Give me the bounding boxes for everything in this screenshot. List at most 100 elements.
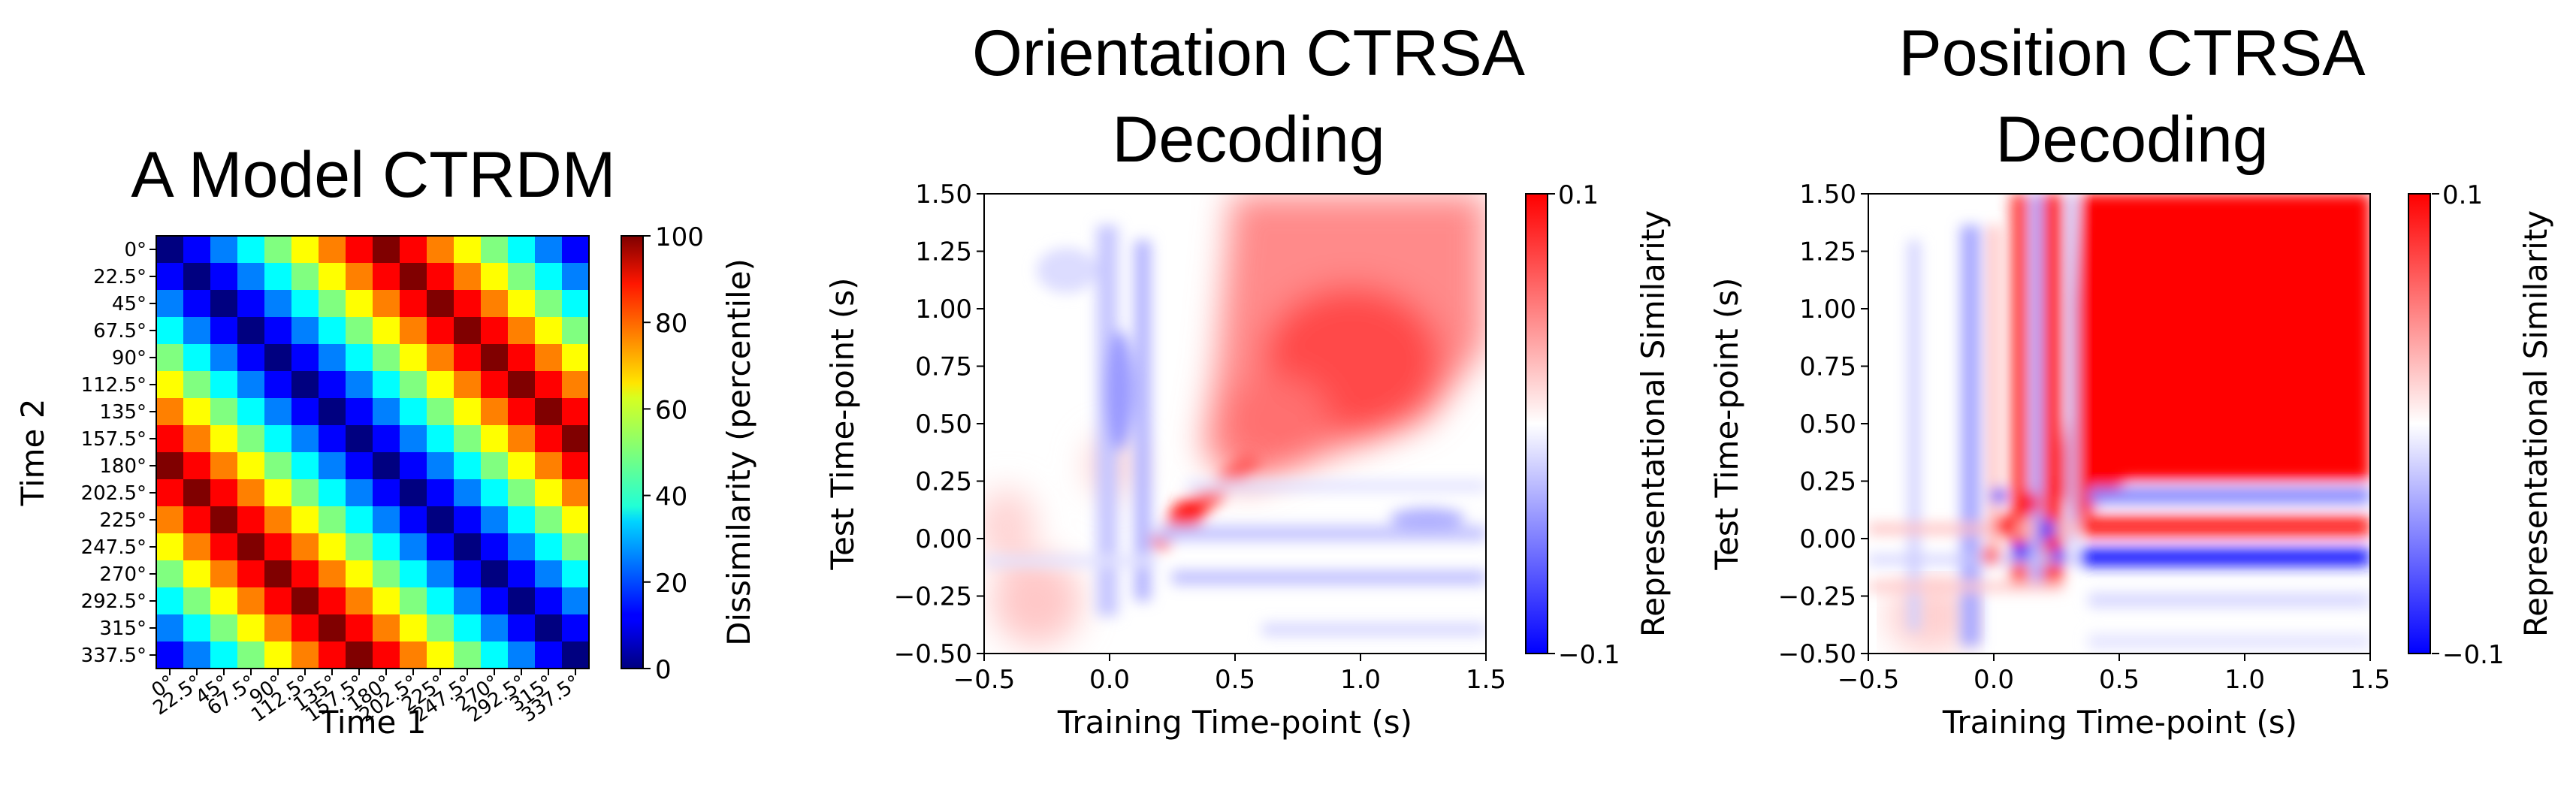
heatmap-cell bbox=[156, 614, 184, 642]
y-tick-label: 0° bbox=[124, 239, 146, 261]
heatmap-cell bbox=[373, 344, 400, 372]
heatmap-cell bbox=[373, 290, 400, 318]
heatmap-cell bbox=[400, 614, 427, 642]
heatmap-cell bbox=[237, 506, 265, 534]
heatmap-cell bbox=[427, 236, 454, 264]
chart-title: A Model CTRDM bbox=[131, 139, 615, 211]
heatmap-cell bbox=[373, 398, 400, 426]
heatmap-cell bbox=[535, 641, 563, 669]
heatmap-cell bbox=[400, 317, 427, 345]
heatmap-cell bbox=[481, 263, 509, 291]
heatmap-cell bbox=[346, 641, 373, 669]
heatmap-cell bbox=[562, 263, 590, 291]
heatmap-cell bbox=[454, 344, 482, 372]
heatmap-cell bbox=[562, 236, 590, 264]
heatmap-cell bbox=[156, 560, 184, 588]
heatmap-cell bbox=[319, 263, 346, 291]
heatmap-cell bbox=[346, 452, 373, 480]
heatmap-cell bbox=[400, 641, 427, 669]
heatmap-cell bbox=[373, 506, 400, 534]
heatmap-cell bbox=[454, 506, 482, 534]
heatmap-cell bbox=[400, 290, 427, 318]
heatmap-image bbox=[1868, 194, 2370, 654]
heatmap-cell bbox=[373, 641, 400, 669]
heatmap-cell bbox=[373, 479, 400, 507]
heatmap-cell bbox=[210, 452, 238, 480]
heatmap-cell bbox=[508, 236, 536, 264]
heatmap-cell bbox=[454, 641, 482, 669]
heatmap-cell bbox=[183, 614, 211, 642]
heatmap-cell bbox=[319, 425, 346, 453]
heatmap-cell bbox=[481, 533, 509, 561]
heatmap-cell bbox=[346, 317, 373, 345]
heatmap-cell bbox=[156, 344, 184, 372]
heatmap-cell bbox=[373, 263, 400, 291]
heatmap-cell bbox=[427, 317, 454, 345]
heatmap-cell bbox=[291, 263, 319, 291]
heatmap-cell bbox=[319, 641, 346, 669]
y-tick-label: 1.50 bbox=[1799, 180, 1856, 210]
heatmap-cell bbox=[210, 263, 238, 291]
heatmap-cell bbox=[210, 533, 238, 561]
heatmap-cell bbox=[346, 560, 373, 588]
heatmap-cell bbox=[562, 533, 590, 561]
heatmap-cell bbox=[319, 560, 346, 588]
heatmap-cell bbox=[535, 560, 563, 588]
heatmap-cell bbox=[481, 614, 509, 642]
heatmap-cell bbox=[291, 641, 319, 669]
heatmap-cell bbox=[210, 425, 238, 453]
heatmap-cell bbox=[508, 479, 536, 507]
y-tick-label: 22.5° bbox=[93, 266, 146, 288]
heatmap-cell bbox=[427, 587, 454, 615]
y-tick-label: 157.5° bbox=[81, 428, 146, 451]
heatmap-cell bbox=[400, 425, 427, 453]
heatmap-cell bbox=[183, 641, 211, 669]
heatmap-cell bbox=[210, 344, 238, 372]
y-tick-label: 0.00 bbox=[1799, 524, 1856, 554]
y-tick-label: 1.00 bbox=[1799, 294, 1856, 325]
heatmap-cell bbox=[156, 425, 184, 453]
heatmap-cell bbox=[291, 398, 319, 426]
heatmap-cell bbox=[346, 236, 373, 264]
colorbar-tick-label: 60 bbox=[655, 395, 687, 425]
heatmap-cell bbox=[346, 263, 373, 291]
heatmap-cell bbox=[427, 371, 454, 399]
heatmap-cell bbox=[264, 506, 292, 534]
y-tick-label: 90° bbox=[112, 347, 146, 370]
heatmap-cell bbox=[291, 317, 319, 345]
heatmap-cell bbox=[346, 614, 373, 642]
y-tick-label: 0.00 bbox=[915, 524, 972, 554]
x-tick-label: 0.0 bbox=[1089, 665, 1130, 695]
y-tick-labels: 0° 22.5° 45° 67.5° 90° 112.5° 135° 157.5° 180° 20… bbox=[81, 239, 156, 667]
y-tick-label: 1.25 bbox=[915, 237, 972, 267]
heatmap-cell bbox=[562, 371, 590, 399]
heatmap-cell bbox=[183, 236, 211, 264]
heatmap-cell bbox=[319, 614, 346, 642]
heatmap-cell bbox=[562, 317, 590, 345]
heatmap-cell bbox=[535, 479, 563, 507]
colorbar bbox=[1525, 193, 1548, 654]
y-axis-label: Test Time-point (s) bbox=[1708, 277, 1745, 570]
y-tick-label: 225° bbox=[99, 509, 146, 532]
panel-model-ctrdm: A Model CTRDM 0° 22.5° 45° 67.5° 90° 112.5° 13… bbox=[14, 139, 757, 741]
heatmap-cell bbox=[454, 479, 482, 507]
heatmap-cell bbox=[264, 317, 292, 345]
heatmap-cell bbox=[508, 587, 536, 615]
heatmap-cell bbox=[237, 263, 265, 291]
heatmap-cell bbox=[183, 290, 211, 318]
heatmap-cell bbox=[400, 506, 427, 534]
colorbar-label: Dissimilarity (percentile) bbox=[720, 258, 757, 646]
heatmap-cell bbox=[535, 452, 563, 480]
heatmap-cell bbox=[210, 560, 238, 588]
heatmap-cell bbox=[373, 614, 400, 642]
colorbar-tick-label: −0.1 bbox=[2442, 640, 2505, 670]
y-tick-label: 1.00 bbox=[915, 294, 972, 325]
y-tick-labels: −0.50 −0.25 0.00 0.25 0.50 0.75 1.00 1.25 1.50 bbox=[894, 180, 984, 669]
heatmap-cell bbox=[400, 236, 427, 264]
heatmap-cell bbox=[508, 641, 536, 669]
heatmap-cell bbox=[237, 533, 265, 561]
heatmap-cell bbox=[319, 398, 346, 426]
heatmap-cell bbox=[400, 263, 427, 291]
y-tick-label: 1.50 bbox=[915, 180, 972, 210]
heatmap-cell bbox=[373, 452, 400, 480]
